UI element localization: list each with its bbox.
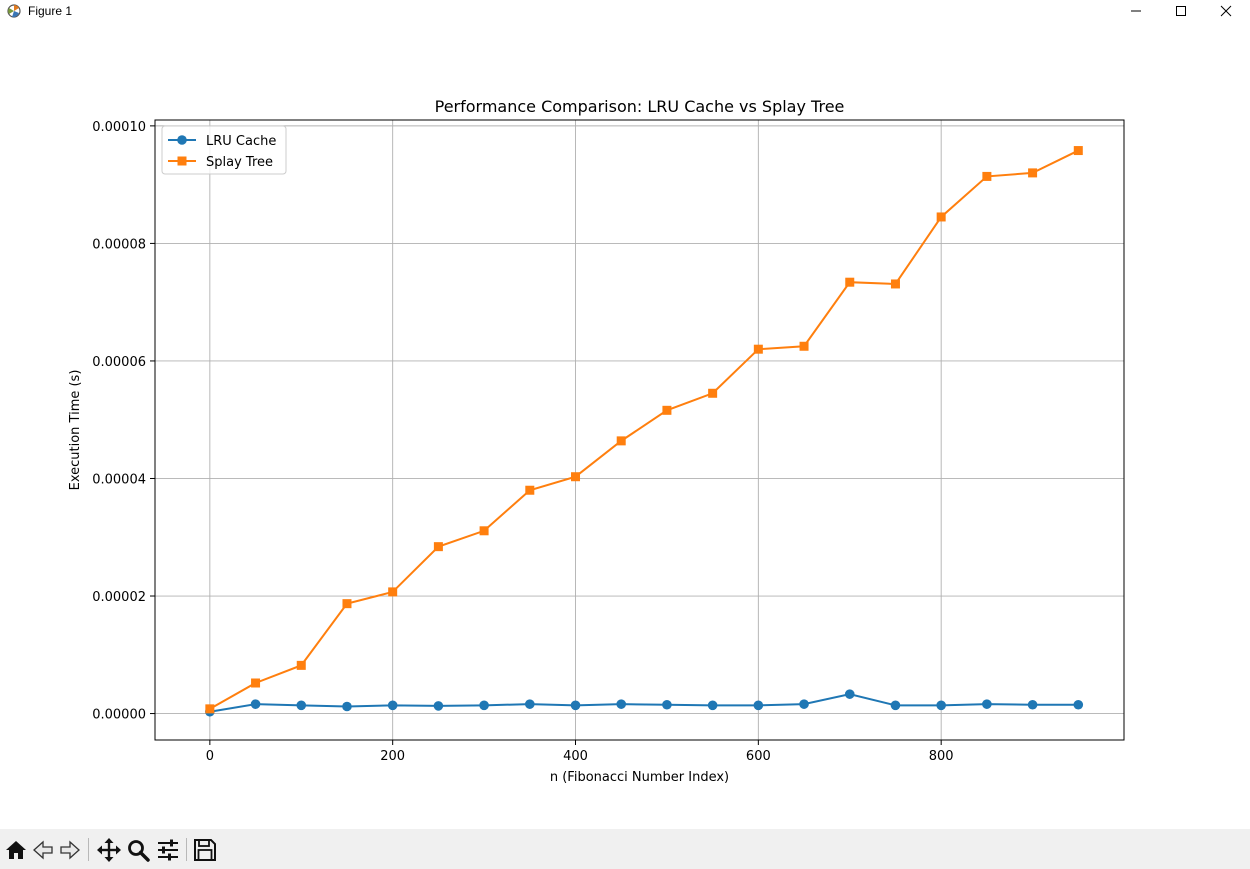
legend-label-0: LRU Cache (206, 134, 276, 149)
x-tick-label: 800 (929, 749, 954, 764)
data-point-0-17 (982, 699, 992, 709)
legend-label-1: Splay Tree (206, 155, 273, 170)
configure-subplots-button[interactable] (155, 837, 181, 863)
window-title: Figure 1 (28, 4, 73, 18)
data-point-0-5 (433, 701, 444, 711)
close-icon (1220, 5, 1232, 17)
data-point-1-13 (799, 341, 809, 351)
data-point-0-8 (570, 700, 581, 711)
data-point-1-19 (1073, 146, 1083, 156)
arrow-left-icon (33, 840, 53, 860)
y-tick-label: 0.00010 (92, 120, 146, 135)
toolbar-separator (186, 838, 187, 861)
data-point-1-6 (479, 526, 489, 536)
matplotlib-figure-icon (7, 4, 21, 18)
chart-title: Performance Comparison: LRU Cache vs Spl… (435, 97, 845, 116)
data-point-1-2 (296, 660, 306, 670)
data-point-1-0 (205, 704, 215, 714)
plot-area (155, 120, 1124, 740)
floppy-disk-icon (194, 839, 216, 861)
x-tick-label: 200 (380, 749, 405, 764)
data-point-1-3 (342, 599, 352, 609)
pan-button[interactable] (96, 837, 122, 863)
move-icon (97, 838, 121, 862)
series-line-0 (209, 693, 1079, 713)
data-point-1-9 (616, 436, 626, 446)
data-point-0-15 (890, 700, 901, 711)
data-point-0-9 (616, 699, 627, 709)
save-button[interactable] (192, 837, 218, 863)
back-button[interactable] (30, 837, 56, 863)
data-point-0-13 (799, 699, 809, 709)
line-chart: 0 200 400 600 800 0.00000 0.00002 0.00004 0.0000… (68, 97, 1125, 785)
forward-button[interactable] (57, 837, 83, 863)
legend-marker-1 (177, 156, 187, 166)
data-point-1-5 (433, 542, 443, 552)
data-point-0-14 (844, 689, 855, 699)
axes-frame (154, 119, 1125, 741)
data-point-0-2 (296, 700, 307, 711)
data-point-1-18 (1028, 168, 1038, 178)
x-axis-label: n (Fibonacci Number Index) (550, 770, 729, 785)
close-button[interactable] (1203, 0, 1249, 22)
legend: LRU Cache Splay Tree (161, 125, 287, 175)
x-tick-label: 600 (746, 749, 771, 764)
series-line-1 (209, 149, 1079, 710)
legend-marker-0 (177, 135, 187, 145)
data-point-1-8 (571, 472, 581, 482)
y-axis-label: Execution Time (s) (68, 370, 83, 491)
data-point-1-14 (845, 277, 855, 287)
data-point-1-7 (525, 485, 535, 495)
y-tick-label: 0.00000 (92, 708, 146, 723)
sliders-icon (158, 839, 178, 861)
data-point-1-10 (662, 405, 672, 415)
figure-canvas[interactable]: 0 200 400 600 800 0.00000 0.00002 0.00004 0.0000… (0, 22, 1250, 828)
data-point-0-7 (525, 699, 535, 709)
y-tick-label: 0.00004 (92, 472, 146, 487)
zoom-button[interactable] (125, 837, 151, 863)
magnifier-icon (128, 840, 150, 862)
data-point-0-6 (479, 700, 489, 711)
y-tick-label: 0.00002 (92, 590, 146, 605)
data-point-0-4 (387, 700, 398, 711)
data-point-0-12 (753, 700, 764, 711)
toolbar-separator (88, 838, 89, 861)
y-tick-label: 0.00006 (92, 355, 146, 370)
data-point-1-12 (753, 344, 763, 354)
data-point-0-18 (1027, 699, 1038, 710)
home-button[interactable] (3, 837, 29, 863)
maximize-button[interactable] (1158, 0, 1204, 22)
data-point-0-3 (342, 701, 352, 712)
minimize-icon (1131, 10, 1141, 12)
data-point-0-11 (707, 700, 718, 711)
maximize-icon (1176, 6, 1186, 16)
x-tick-label: 400 (563, 749, 588, 764)
navigation-toolbar (0, 829, 1250, 869)
data-point-1-17 (982, 171, 992, 181)
data-point-1-1 (251, 678, 261, 688)
minimize-button[interactable] (1113, 0, 1159, 22)
window-titlebar: Figure 1 (0, 0, 1250, 22)
data-point-0-1 (250, 699, 261, 709)
data-point-0-16 (936, 700, 946, 711)
arrow-right-icon (60, 840, 80, 860)
home-icon (6, 841, 26, 859)
data-point-1-15 (890, 279, 900, 289)
x-tick-label: 0 (206, 749, 214, 764)
data-point-0-19 (1073, 699, 1084, 710)
data-point-1-11 (708, 388, 718, 398)
data-point-1-4 (388, 587, 398, 597)
y-tick-label: 0.00008 (92, 237, 146, 252)
data-point-0-10 (662, 699, 672, 710)
data-point-1-16 (936, 212, 946, 222)
